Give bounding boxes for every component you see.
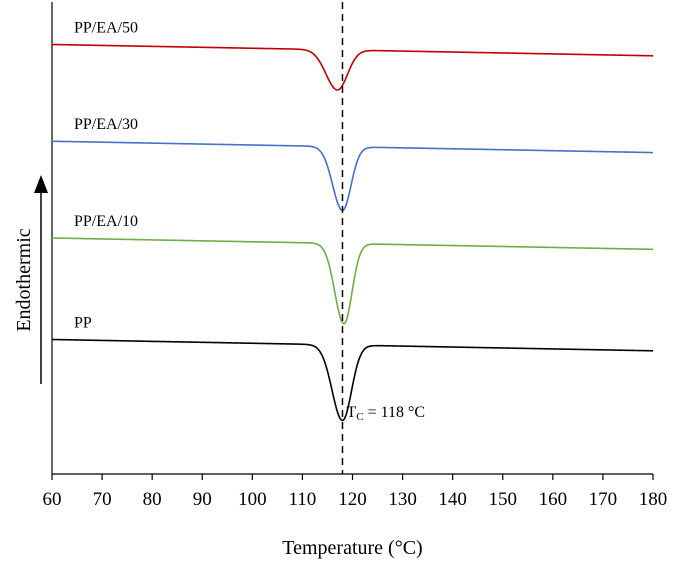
x-tick-label: 80 xyxy=(143,489,162,510)
series-label: PP/EA/10 xyxy=(74,213,138,230)
series-label: PP/EA/30 xyxy=(74,116,138,133)
x-tick-label: 170 xyxy=(589,489,618,510)
series-label: PP xyxy=(74,314,92,331)
series-line xyxy=(51,140,654,212)
tc-annotation-suffix: = 118 °C xyxy=(364,404,426,421)
endothermic-arrow-head xyxy=(34,175,48,193)
x-tick-label: 120 xyxy=(338,489,367,510)
y-axis-title: Endothermic xyxy=(13,228,35,331)
series-line xyxy=(51,237,654,325)
x-tick-label: 140 xyxy=(438,489,467,510)
series-labels: PP/EA/50 PP/EA/30 PP/EA/10 PP xyxy=(74,19,138,331)
tc-annotation-prefix: T xyxy=(346,404,356,421)
x-tick-label: 160 xyxy=(539,489,568,510)
series-curves xyxy=(51,43,654,422)
x-ticks: 60 70 80 90 100 110 120 130 140 150 160 170 180 xyxy=(43,474,668,510)
x-tick-label: 70 xyxy=(93,489,112,510)
series-line xyxy=(51,43,654,91)
x-tick-label: 100 xyxy=(238,489,267,510)
x-tick-label: 130 xyxy=(388,489,417,510)
series-line xyxy=(51,338,654,422)
x-tick-label: 110 xyxy=(289,489,317,510)
tc-annotation-subscript: C xyxy=(356,411,363,423)
x-tick-label: 150 xyxy=(489,489,518,510)
endothermic-indicator: Endothermic xyxy=(13,175,48,384)
tc-annotation: TC = 118 °C xyxy=(346,404,425,423)
x-tick-label: 60 xyxy=(43,489,62,510)
x-tick-label: 90 xyxy=(193,489,212,510)
x-tick-label: 180 xyxy=(639,489,668,510)
series-label: PP/EA/50 xyxy=(74,19,138,36)
x-axis-title: Temperature (°C) xyxy=(282,537,422,559)
